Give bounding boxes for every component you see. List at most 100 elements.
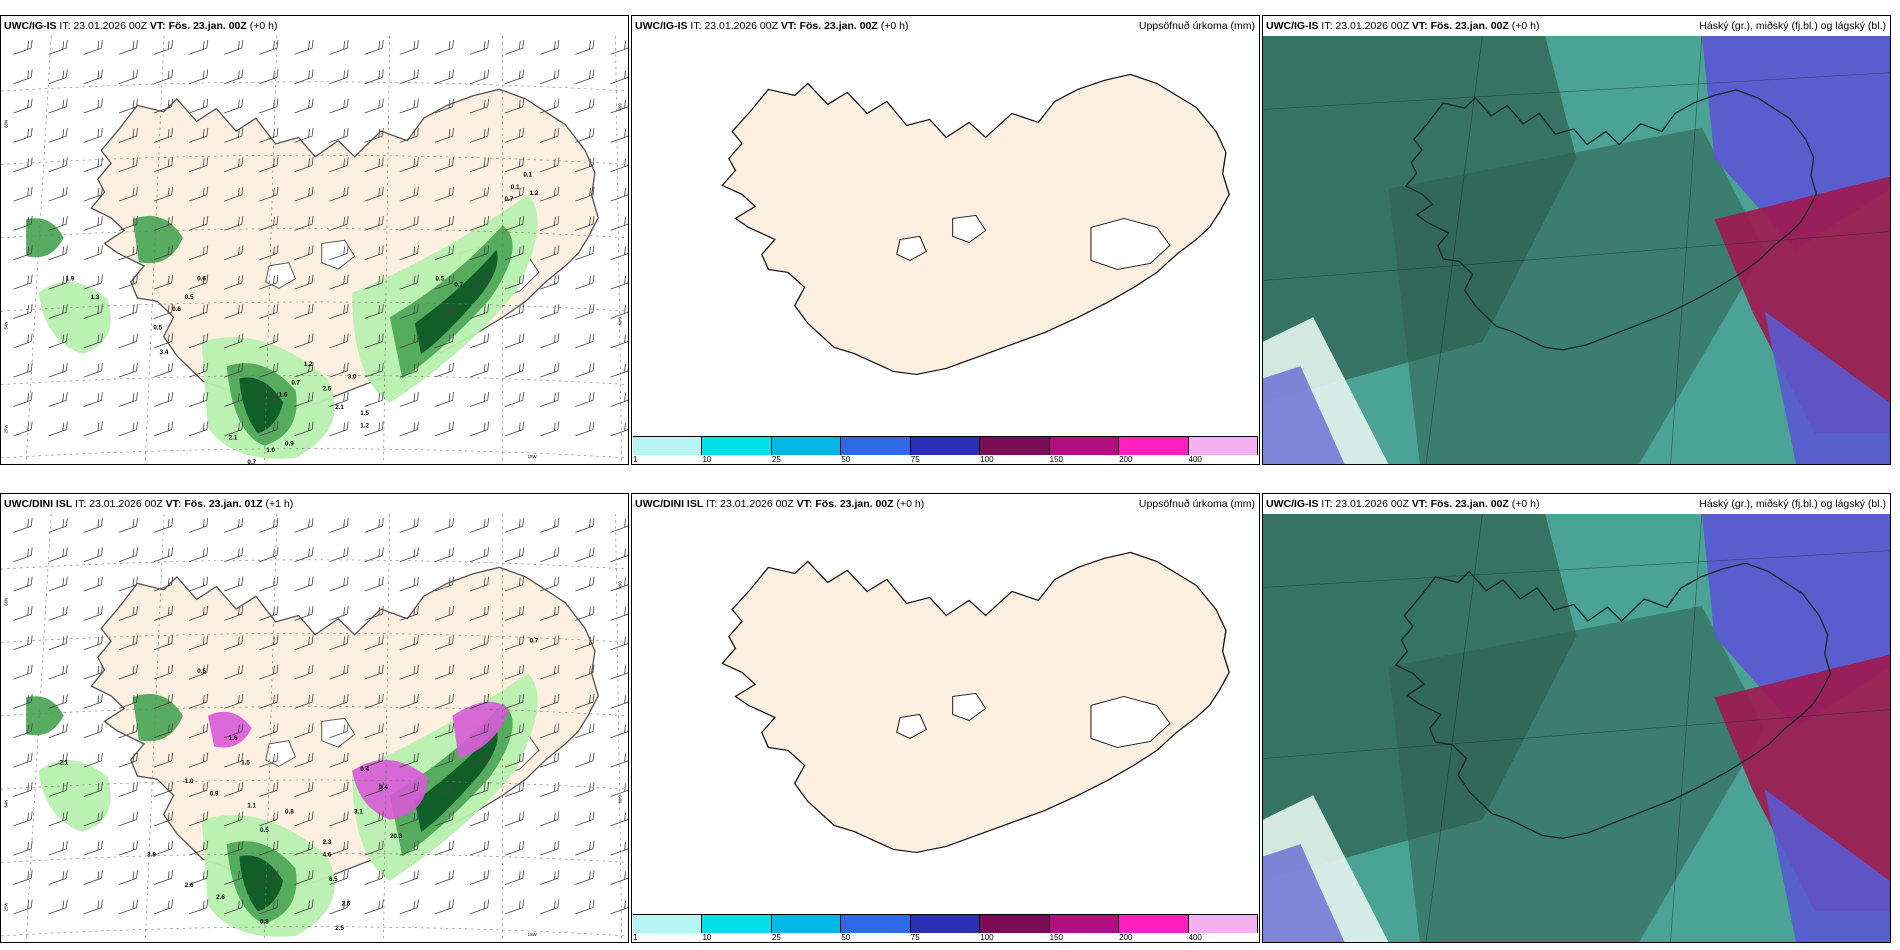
wind-barb <box>224 245 244 261</box>
wind-barb <box>434 39 454 55</box>
valid-time-label: VT: <box>1411 498 1428 510</box>
wind-barb <box>224 98 244 114</box>
wind-barb <box>294 840 314 856</box>
legend-label: 400 <box>1188 933 1202 942</box>
cloud-layer-area <box>1764 789 1890 942</box>
map-title: Háský (gr.), miðský (fj.bl.) og lágský (… <box>1699 498 1886 510</box>
wind-barb <box>48 421 68 437</box>
precip-value-label: 0.7 <box>530 637 539 644</box>
wind-barb <box>294 811 314 827</box>
graticule-label: 64N <box>618 317 623 325</box>
wind-barb <box>294 98 314 114</box>
model-name: UWC/IG-IS <box>4 20 57 32</box>
wind-barb <box>294 69 314 85</box>
precip-wind-map[interactable]: 0.1 0.1 0.7 1.2 1.9 1.3 0.5 0.7 0.6 0.5 0.6 0.5 3.4 0… <box>1 36 628 464</box>
wind-barb <box>188 723 209 739</box>
wind-barb <box>118 576 138 592</box>
cloud-cover-map[interactable] <box>1263 514 1890 942</box>
cloud-layer-area <box>1263 844 1345 942</box>
precip-value-label: 2.5 <box>323 386 332 393</box>
wind-barb <box>504 752 525 768</box>
wind-barb <box>13 635 33 651</box>
wind-barb <box>13 723 33 739</box>
wind-barb <box>153 635 174 651</box>
precip-value-label: 0.9 <box>210 790 219 797</box>
model-name: UWC/IG-IS <box>635 20 688 32</box>
wind-barb <box>188 664 209 680</box>
wind-barb <box>504 635 525 651</box>
precip-wind-map[interactable]: 0.5 0.7 2.1 1.6 1.5 1.0 0.9 1.1 0.8 0.5 1.4 3.1 2.3 0… <box>1 514 628 942</box>
wind-barb <box>13 752 33 768</box>
legend-label: 10 <box>702 455 712 464</box>
wind-barb <box>188 605 209 621</box>
wind-barb <box>13 98 33 114</box>
wind-barb <box>48 811 68 827</box>
wind-barb <box>399 870 419 885</box>
legend-swatch <box>1188 437 1258 455</box>
cloud-layer-area <box>1714 654 1890 912</box>
precip-area <box>38 759 111 832</box>
wind-barb <box>224 304 244 319</box>
wind-barb <box>469 333 490 349</box>
lead-time: (+0 h) <box>249 20 278 32</box>
wind-barb <box>540 362 560 378</box>
precip-value-label: 0.4 <box>360 766 369 773</box>
wind-barb <box>540 157 560 173</box>
wind-barb <box>188 782 209 797</box>
wind-barb <box>329 899 349 915</box>
wind-barb <box>83 635 103 651</box>
model-name: UWC/IG-IS <box>1266 20 1319 32</box>
wind-barb <box>118 98 138 114</box>
wind-barb <box>224 723 244 739</box>
wind-barb <box>259 69 279 85</box>
legend-label: 100 <box>980 455 994 464</box>
wind-barb <box>83 576 103 592</box>
wind-barb <box>118 635 138 651</box>
wind-barb <box>364 693 384 709</box>
wind-barb <box>118 392 138 407</box>
legend-swatch <box>1119 437 1189 455</box>
heavy-precip-area <box>452 701 509 759</box>
wind-barb <box>469 245 490 261</box>
wind-barb <box>83 333 103 349</box>
wind-barb <box>48 274 68 290</box>
wind-barb <box>224 899 244 915</box>
wind-barb <box>48 69 68 85</box>
wind-barb <box>364 547 384 563</box>
iceland-coastline <box>1404 89 1818 351</box>
wind-barb <box>575 39 595 55</box>
wind-barb <box>13 870 33 885</box>
cloud-cover-map[interactable] <box>1263 36 1890 464</box>
init-time: IT: 23.01.2026 00Z <box>59 20 147 32</box>
valid-time: Fös. 23.jan. 00Z <box>799 20 878 32</box>
wind-barb <box>153 723 174 739</box>
wind-barb <box>399 304 419 319</box>
wind-barb <box>575 605 595 621</box>
wind-barb <box>364 274 384 290</box>
wind-barb <box>575 392 595 407</box>
legend-swatch <box>633 915 703 933</box>
wind-barb <box>399 39 419 55</box>
wind-barb <box>434 664 454 680</box>
wind-barb <box>294 605 314 621</box>
wind-barb <box>83 723 103 739</box>
wind-barb <box>13 304 33 319</box>
wind-barb <box>48 517 68 533</box>
wind-barb <box>504 362 525 378</box>
accumulated-precip-map[interactable] <box>632 514 1259 914</box>
wind-barb <box>364 605 384 621</box>
precip-value-label: 1.0 <box>266 447 275 454</box>
graticule-label: 64N <box>3 322 8 330</box>
wind-barb <box>153 274 174 290</box>
glacier-outline <box>896 235 927 261</box>
wind-barb <box>294 333 314 349</box>
accumulated-precip-map[interactable] <box>632 36 1259 436</box>
wind-barb <box>48 576 68 592</box>
wind-barb <box>153 576 174 592</box>
wind-barb <box>259 870 279 885</box>
wind-barb <box>610 215 628 231</box>
wind-barb <box>434 576 454 592</box>
glacier-outline <box>321 239 356 270</box>
wind-barb <box>188 304 209 319</box>
wind-barb <box>434 517 454 533</box>
